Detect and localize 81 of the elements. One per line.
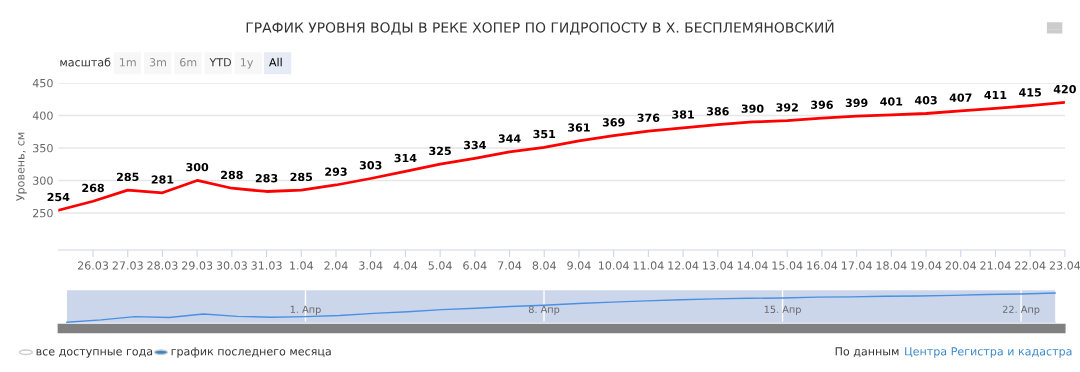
x-tick-label: 22.04 xyxy=(1015,261,1046,270)
data-label: 361 xyxy=(568,123,590,132)
data-label: 386 xyxy=(706,107,729,116)
x-tick-label: 10.04 xyxy=(598,261,629,270)
x-tick-label: 12.04 xyxy=(668,261,699,270)
x-tick-label: 3.04 xyxy=(359,261,383,270)
x-tick-label: 20.04 xyxy=(945,261,977,270)
text: масштаб xyxy=(60,57,111,67)
x-tick-label: 17.04 xyxy=(841,261,872,270)
data-label: 283 xyxy=(255,173,278,183)
text: 6m xyxy=(180,58,197,67)
data-label: 415 xyxy=(1019,88,1041,97)
data-label: 390 xyxy=(741,104,764,113)
x-tick-label: 21.04 xyxy=(980,261,1011,270)
data-label: 334 xyxy=(463,140,486,150)
x-tick-label: 9.04 xyxy=(567,261,591,270)
x-tick-label: 1.04 xyxy=(290,261,314,270)
x-tick-label: 15. Апр xyxy=(764,305,801,315)
text: все доступные года xyxy=(36,349,153,358)
data-label: 268 xyxy=(82,183,104,193)
data-label: 344 xyxy=(498,134,521,143)
x-tick-label: 23.04 xyxy=(1049,261,1080,270)
x-tick-label: 18.04 xyxy=(876,261,907,270)
data-label: 314 xyxy=(394,153,417,163)
data-label: 401 xyxy=(880,97,903,106)
data-label: 403 xyxy=(914,96,937,105)
x-tick-label: 1. Апр xyxy=(290,305,321,315)
x-tick-label: 28.03 xyxy=(147,261,178,270)
data-label: 285 xyxy=(290,172,313,182)
data-label: 407 xyxy=(949,93,972,102)
x-tick-label: 19.04 xyxy=(911,261,942,270)
data-label: 281 xyxy=(151,175,174,184)
y-tick-label: 300 xyxy=(33,176,53,185)
data-label: 288 xyxy=(221,170,243,180)
text: 1m xyxy=(120,58,136,67)
data-label: 392 xyxy=(776,103,798,112)
text: По данным xyxy=(835,347,899,357)
data-label: 399 xyxy=(845,98,868,107)
data-label: 411 xyxy=(984,90,1007,100)
data-label: 254 xyxy=(47,192,70,202)
x-tick-label: 14.04 xyxy=(737,261,768,270)
x-tick-label: 22. Апр xyxy=(1002,305,1040,315)
y-tick-label: 250 xyxy=(33,208,53,218)
y-tick-label: 400 xyxy=(32,111,53,120)
x-tick-label: 11.04 xyxy=(633,261,664,270)
x-tick-label: 30.03 xyxy=(216,261,247,270)
x-tick-label: 2.04 xyxy=(324,261,348,270)
x-tick-label: 4.04 xyxy=(393,261,418,270)
x-tick-label: 27.03 xyxy=(112,261,143,270)
chart-title: ГРАФИК УРОВНЯ ВОДЫ В РЕКЕ ХОПЕР ПО ГИДРОПОСТУ В Х. БЕСПЛЕМЯНОВСКИЙ xyxy=(246,19,834,35)
x-tick-label: 6.04 xyxy=(463,261,487,270)
y-axis-title: Уровень, см xyxy=(16,132,27,201)
x-tick-label: 5.04 xyxy=(428,261,452,270)
data-label: 381 xyxy=(672,110,694,119)
data-label: 285 xyxy=(117,172,139,182)
x-tick-label: 16.04 xyxy=(807,261,838,270)
x-tick-label: 26.03 xyxy=(77,261,109,270)
data-label: 293 xyxy=(325,167,347,176)
y-tick-label: 350 xyxy=(33,143,53,153)
data-label: 303 xyxy=(359,160,382,170)
data-label: 376 xyxy=(637,113,660,122)
text: Центра Регистра и кадастра xyxy=(905,347,1072,358)
y-tick-label: 450 xyxy=(32,78,53,88)
x-tick-label: 8.04 xyxy=(532,261,556,270)
data-label: 351 xyxy=(533,129,556,139)
x-tick-label: 13.04 xyxy=(703,261,734,270)
x-tick-label: 7.04 xyxy=(498,261,522,270)
text: график последнего месяца xyxy=(171,347,331,358)
text: YTD xyxy=(209,58,231,67)
x-tick-label: 8. Апр xyxy=(528,305,560,315)
x-tick-label: 31.03 xyxy=(251,261,282,270)
data-label: 396 xyxy=(811,100,833,109)
text: 3m xyxy=(149,58,166,67)
text: All xyxy=(269,57,282,67)
data-label: 369 xyxy=(602,118,625,127)
data-label: 420 xyxy=(1053,84,1076,94)
text: 1y xyxy=(240,58,254,69)
x-tick-label: 15.04 xyxy=(772,261,803,270)
data-label: 325 xyxy=(429,146,451,156)
x-tick-label: 29.03 xyxy=(182,261,213,270)
data-label: 300 xyxy=(186,162,209,172)
